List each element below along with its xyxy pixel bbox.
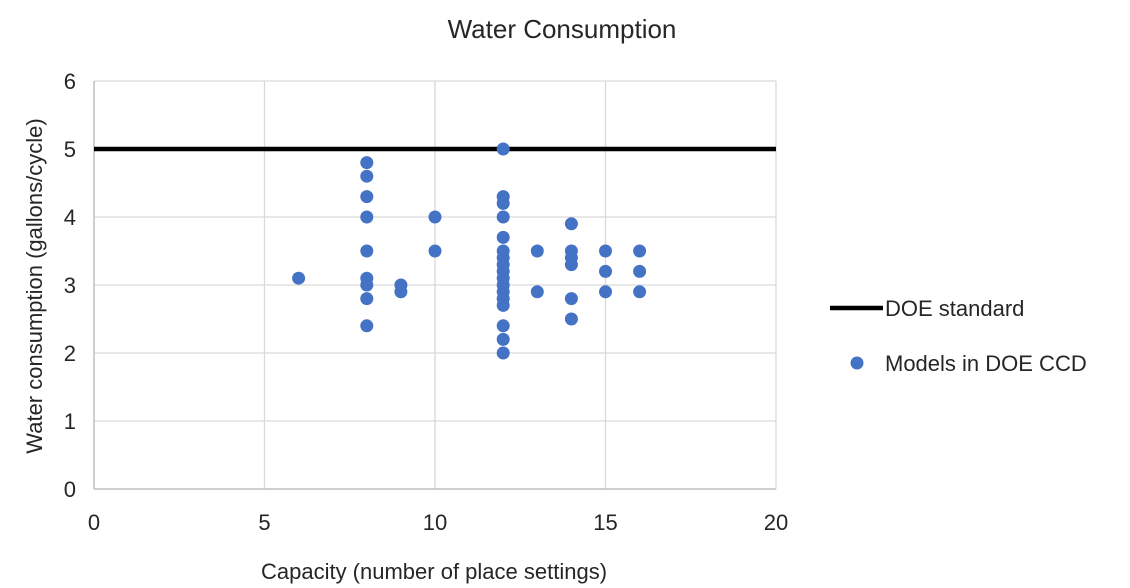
data-point [530,244,544,258]
data-point [360,292,374,306]
data-point [599,285,612,299]
data-point [564,217,578,231]
data-point [292,271,306,285]
data-point [496,346,510,360]
plot-area [94,142,776,360]
data-point [428,244,442,258]
data-point [496,230,510,244]
data-point [360,169,374,183]
axes: 0 1 2 3 4 5 6 0 5 10 15 20 [64,69,788,535]
data-point [360,319,374,333]
data-point [496,298,510,312]
x-tick-label: 10 [423,510,447,535]
y-tick-label: 5 [64,137,76,162]
data-point [564,258,578,272]
legend-label-models: Models in DOE CCD [885,351,1087,376]
x-tick-label: 20 [764,510,788,535]
x-tick-label: 15 [593,510,617,535]
legend: DOE standard Models in DOE CCD [830,296,1087,376]
data-point [496,210,510,224]
data-point [360,278,374,292]
data-point [360,244,374,258]
data-point [496,142,510,156]
data-point [360,210,374,224]
data-point [633,244,647,258]
legend-dot-marker [850,356,864,370]
data-point [633,285,647,299]
data-point [496,196,510,210]
data-point [530,285,544,299]
y-tick-label: 0 [64,477,76,502]
data-point [360,156,374,170]
data-point [633,264,647,278]
y-tick-label: 1 [64,409,76,434]
y-tick-label: 2 [64,341,76,366]
data-point [496,332,510,346]
data-point [599,264,612,278]
legend-label-doe-standard: DOE standard [885,296,1024,321]
y-tick-label: 3 [64,273,76,298]
data-point [428,210,442,224]
x-axis-label: Capacity (number of place settings) [261,559,607,584]
data-point [564,292,578,306]
data-point [564,312,578,326]
y-tick-label: 4 [64,205,76,230]
data-point [496,319,510,333]
data-point [360,190,374,204]
grid-lines [94,80,777,489]
y-axis-label: Water consumption (gallons/cycle) [22,118,47,453]
data-point [599,244,612,258]
y-tick-label: 6 [64,69,76,94]
chart-title: Water Consumption [448,14,677,44]
data-point [394,285,408,299]
x-tick-label: 0 [88,510,100,535]
x-tick-label: 5 [258,510,270,535]
